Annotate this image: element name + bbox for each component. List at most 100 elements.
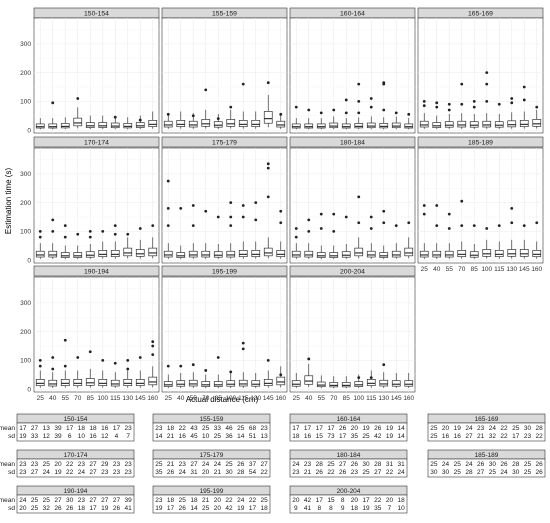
- table-title: 160-164: [337, 416, 361, 423]
- box-group: [148, 111, 158, 129]
- outlier-point: [241, 347, 245, 351]
- sd-cell: 25: [454, 469, 462, 476]
- outlier-point: [101, 229, 105, 233]
- mean-cell: 13: [43, 425, 51, 432]
- mean-cell: 24: [237, 497, 245, 504]
- box: [444, 250, 454, 258]
- x-tick-label: 115: [366, 395, 377, 402]
- mean-cell: 23: [477, 425, 485, 432]
- outlier-point: [166, 206, 170, 210]
- box-group: [110, 361, 120, 388]
- box: [123, 247, 133, 257]
- box: [404, 247, 414, 257]
- box-group: [251, 201, 261, 259]
- box: [354, 123, 364, 129]
- box: [176, 119, 186, 128]
- outlier-point: [435, 204, 439, 207]
- box-group: [60, 224, 70, 260]
- outlier-point: [138, 356, 142, 359]
- sd-cell: 20: [214, 505, 222, 512]
- outlier-point: [279, 373, 283, 377]
- mean-cell: 8: [341, 497, 345, 504]
- mean-cell: 17: [316, 425, 324, 432]
- outlier-point: [485, 99, 489, 103]
- outlier-point: [472, 224, 476, 228]
- row-label-mean: mean: [0, 497, 15, 504]
- box: [148, 376, 158, 386]
- box-group: [391, 111, 401, 130]
- x-tick-label: 85: [87, 395, 95, 402]
- box-group: [419, 99, 429, 129]
- box: [366, 379, 376, 387]
- box-group: [163, 112, 173, 129]
- mean-cell: 27: [31, 425, 39, 432]
- sd-cell: 23: [292, 469, 300, 476]
- mean-cell: 17: [292, 425, 300, 432]
- facet-strip: [417, 136, 544, 148]
- outlier-point: [357, 82, 361, 86]
- outlier-point: [229, 105, 233, 109]
- table-body: [427, 458, 546, 478]
- sd-cell: 13: [261, 433, 269, 440]
- facet-panel: 175-179: [161, 136, 288, 264]
- sd-cell: 25: [362, 433, 370, 440]
- mean-cell: 23: [113, 461, 121, 468]
- box-group: [163, 179, 173, 259]
- box-group: [148, 224, 158, 259]
- sd-cell: 25: [489, 469, 497, 476]
- box-group: [251, 372, 261, 388]
- outlier-point: [472, 105, 476, 109]
- x-tick-label: 160: [531, 266, 542, 273]
- facet-strip: [289, 265, 416, 277]
- mean-cell: 25: [327, 461, 335, 468]
- box-group: [98, 115, 108, 130]
- outlier-point: [241, 215, 245, 219]
- mean-cell: 18: [167, 425, 175, 432]
- box-group: [176, 364, 186, 388]
- outlier-point: [254, 218, 258, 222]
- table-body: [152, 422, 271, 442]
- y-tick-label: 200: [20, 200, 31, 207]
- box-group: [123, 232, 133, 259]
- outlier-point: [38, 235, 42, 239]
- mean-cell: 22: [500, 425, 508, 432]
- outlier-point: [204, 209, 208, 213]
- box-group: [482, 71, 492, 129]
- mean-cell: 20: [292, 497, 300, 504]
- mean-cell: 31: [398, 461, 406, 468]
- sd-cell: 42: [374, 433, 382, 440]
- x-tick-label: 40: [49, 395, 57, 402]
- box: [135, 122, 145, 128]
- box: [188, 120, 198, 128]
- outlier-point: [191, 114, 195, 118]
- mean-cell: 26: [351, 461, 359, 468]
- outlier-point: [166, 224, 170, 228]
- outlier-point: [204, 88, 208, 92]
- mean-cell: 25: [524, 461, 532, 468]
- box-group: [176, 206, 186, 260]
- box-group: [238, 204, 248, 259]
- box: [507, 120, 517, 128]
- mean-cell: 25: [430, 425, 438, 432]
- outlier-point: [394, 224, 398, 228]
- mean-cell: 28: [374, 461, 382, 468]
- mean-cell: 18: [167, 497, 175, 504]
- outlier-point: [497, 102, 501, 106]
- x-tick-label: 100: [481, 266, 492, 273]
- outlier-point: [460, 199, 464, 203]
- x-tick-label: 160: [147, 395, 158, 402]
- outlier-point: [63, 224, 67, 228]
- sd-cell: 33: [31, 433, 39, 440]
- outlier-point: [76, 232, 80, 236]
- box-group: [482, 227, 492, 259]
- sd-cell: 22: [327, 469, 335, 476]
- mean-cell: 16: [101, 425, 109, 432]
- mean-cell: 26: [237, 461, 245, 468]
- sd-cell: 8: [317, 505, 321, 512]
- outlier-point: [447, 212, 451, 216]
- sd-cell: 36: [225, 433, 233, 440]
- outlier-point: [394, 111, 398, 115]
